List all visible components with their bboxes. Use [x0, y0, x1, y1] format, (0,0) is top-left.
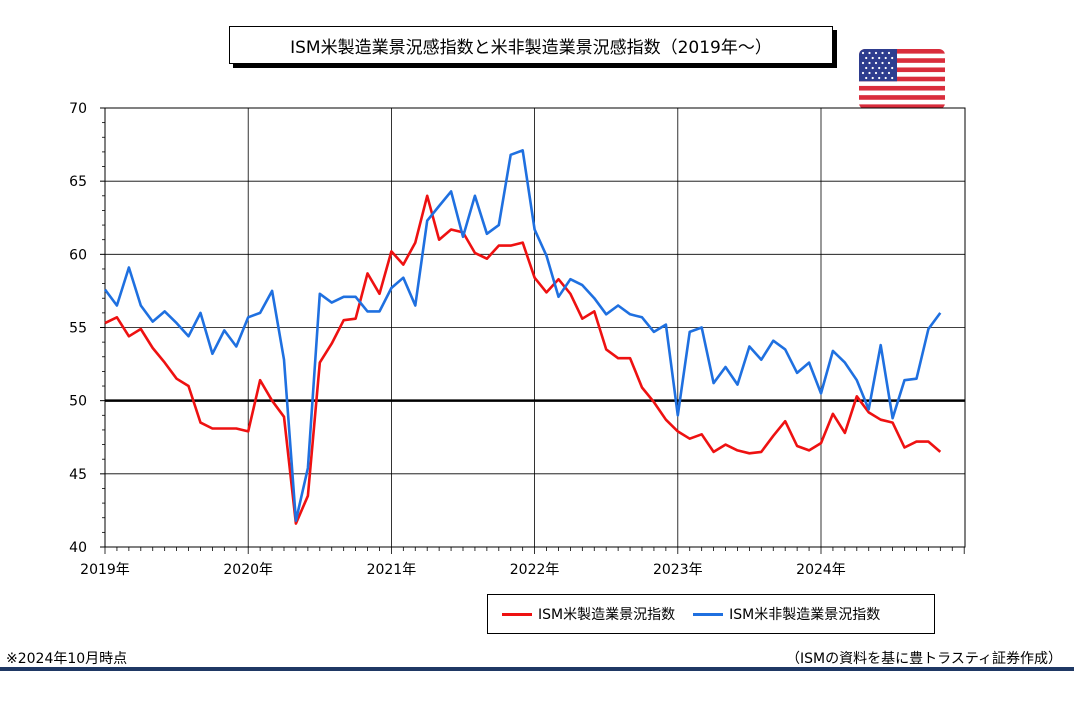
as-of-note: ※2024年10月時点 [6, 651, 128, 667]
x-tick-label: 2020年 [223, 562, 273, 578]
y-tick-label: 60 [69, 247, 87, 263]
y-tick-label: 55 [69, 321, 87, 337]
y-tick-label: 65 [69, 174, 87, 190]
legend-label-manufacturing: ISM米製造業景況指数 [538, 607, 676, 623]
y-tick-label: 70 [69, 101, 87, 117]
x-tick-label: 2019年 [80, 562, 130, 578]
x-tick-label: 2022年 [510, 562, 560, 578]
x-tick-label: 2021年 [367, 562, 417, 578]
y-tick-label: 40 [69, 540, 87, 556]
source-note: （ISMの資料を基に豊トラスティ証券作成） [786, 651, 1062, 667]
legend-item-non-manufacturing: ISM米非製造業景況指数 [693, 604, 880, 624]
legend-swatch-manufacturing [502, 612, 532, 616]
legend-item-manufacturing: ISM米製造業景況指数 [502, 604, 675, 624]
legend-label-non-manufacturing: ISM米非製造業景況指数 [729, 607, 881, 623]
manufacturing-line [104, 194, 942, 525]
chart-title: ISM米製造業景況感指数と米非製造業景況感指数（2019年～） [229, 26, 833, 64]
x-tick-label: 2023年 [653, 562, 703, 578]
x-tick-label: 2024年 [796, 562, 846, 578]
chart-legend: ISM米製造業景況指数 ISM米非製造業景況指数 [487, 594, 935, 634]
non-manufacturing-line [103, 149, 942, 523]
bottom-rule [0, 667, 1074, 671]
legend-swatch-non-manufacturing [693, 612, 724, 616]
y-tick-label: 50 [69, 394, 87, 410]
y-tick-label: 45 [69, 467, 87, 483]
